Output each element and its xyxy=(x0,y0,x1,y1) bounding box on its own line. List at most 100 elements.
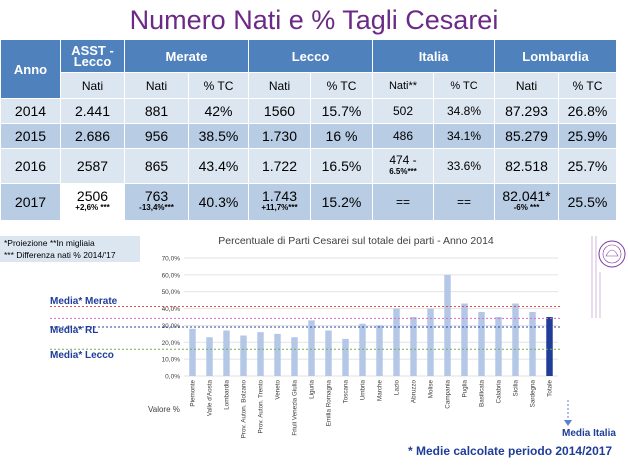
subheader: % TC xyxy=(188,72,249,99)
bar-umbria xyxy=(359,323,366,376)
subheader: Nati xyxy=(494,72,559,99)
bar-puglia xyxy=(461,303,468,376)
lecco-variation: +11,7%*** xyxy=(261,203,298,212)
cell-lomb-nati: 87.293 xyxy=(494,98,559,124)
reference-lines xyxy=(50,306,560,350)
cesarean-chart: Percentuale di Parti Cesarei sul totale … xyxy=(140,228,580,438)
bar-molise xyxy=(427,308,434,376)
cell-lomb-nati: 85.279 xyxy=(494,123,559,149)
italia-nati-variation: 6.5%*** xyxy=(389,167,417,176)
x-tick-label: Basilicata xyxy=(479,380,486,407)
bar-friuli-venezia-giulia xyxy=(291,337,298,376)
merate-variation: -13,4%*** xyxy=(139,203,174,212)
x-tick-label: Marche xyxy=(377,380,384,401)
cell-merate-nati: 865 xyxy=(124,148,189,184)
cell-lecco-tc: 15.2% xyxy=(310,183,373,221)
cell-merate-nati: 763 -13,4%*** xyxy=(124,183,189,221)
table-notes: *Proiezione **In migliaia *** Differenza… xyxy=(0,236,150,262)
cell-lecco-tc: 16.5% xyxy=(310,148,373,184)
table-row: 2017 2506 +2,6% *** 763 -13,4%*** 40.3% … xyxy=(0,183,617,221)
seal-inner-ring xyxy=(602,244,622,264)
x-tick-label: Friuli Venezia Giulia xyxy=(292,380,299,436)
bar-emilia-romagna xyxy=(325,330,332,376)
x-tick-label: Veneto xyxy=(275,380,282,400)
x-tick-label: Valle d'Aosta xyxy=(207,380,214,417)
cell-lecco-nati: 1.743 +11,7%*** xyxy=(248,183,311,221)
bar-totale xyxy=(546,317,553,376)
media-lecco-label: Media* Lecco xyxy=(50,350,114,361)
media-rl-label: Media* RL xyxy=(50,325,99,336)
bar-abruzzo xyxy=(410,317,417,376)
bar-sardegna xyxy=(529,311,536,376)
bar-lazio xyxy=(393,308,400,376)
media-merate-label: Media* Merate xyxy=(50,296,118,307)
cell-lomb-nati: 82.518 xyxy=(494,148,559,184)
chart-x-labels: Piemonte Valle d'Aosta Lombardia Prov. Auto… xyxy=(190,380,554,438)
bar-piemonte xyxy=(189,328,196,376)
note-line-1: *Proiezione **In migliaia xyxy=(4,238,95,248)
cell-anno: 2017 xyxy=(0,183,61,221)
table-subheader-row: Nati Nati % TC Nati % TC Nati** % TC Nat… xyxy=(1,72,617,99)
y-tick-label: 40,0% xyxy=(162,306,181,313)
cell-merate-tc: 42% xyxy=(188,98,249,124)
bar-marche xyxy=(376,325,383,376)
cell-lecco-tc: 15.7% xyxy=(310,98,373,124)
series-label: Valore % xyxy=(148,405,180,414)
bar-toscana xyxy=(342,338,349,376)
bar-sicilia xyxy=(512,303,519,376)
cell-lecco-nati: 1560 xyxy=(248,98,311,124)
header-lombardia: Lombardia xyxy=(494,39,617,73)
cell-asst: 2587 xyxy=(60,148,125,184)
y-tick-label: 50,0% xyxy=(162,289,181,296)
births-table: Anno ASST - Lecco Merate Lecco Italia Lo… xyxy=(0,39,617,221)
cell-italia-tc: == xyxy=(433,183,495,221)
cell-lecco-nati: 1.730 xyxy=(248,123,311,149)
italia-nati-value: 474 - xyxy=(389,153,417,167)
cell-italia-tc: 34.8% xyxy=(433,98,495,124)
x-tick-label: Liguria xyxy=(309,380,316,399)
bar-prov-auton-trento xyxy=(257,332,264,376)
asst-value: 2506 xyxy=(76,188,109,204)
x-tick-label: Emilia Romagna xyxy=(326,380,333,427)
merate-nati-value: 763 xyxy=(144,188,169,204)
subheader: Nati xyxy=(60,72,125,99)
x-tick-label: Campania xyxy=(445,380,452,409)
x-tick-label: Molise xyxy=(428,380,435,399)
chart-title: Percentuale di Parti Cesarei sul totale … xyxy=(218,235,494,247)
y-tick-label: 30,0% xyxy=(162,323,181,330)
x-tick-label: Piemonte xyxy=(190,380,197,407)
cell-lomb-nati: 82.041* -6% *** xyxy=(494,183,559,221)
y-tick-label: 60,0% xyxy=(162,272,181,279)
chart-y-ticks: 0,0% 10,0% 20,0% 30,0% 40,0% 50,0% 60,0% 70,0% xyxy=(162,256,181,381)
chart-bars xyxy=(189,274,553,376)
bar-lombardia xyxy=(223,330,230,376)
media-italia-arrow xyxy=(564,420,572,426)
bar-liguria xyxy=(308,320,315,376)
bar-campania xyxy=(444,274,451,376)
x-tick-label: Prov. Auton. Trento xyxy=(258,380,265,434)
cell-merate-tc: 40.3% xyxy=(188,183,249,221)
subheader: % TC xyxy=(433,72,495,99)
lecco-nati-value: 1.743 xyxy=(261,188,298,204)
bar-calabria xyxy=(495,317,502,376)
x-tick-label: Lazio xyxy=(394,380,401,396)
cell-lomb-tc: 25.5% xyxy=(558,183,617,221)
x-tick-label: Sardegna xyxy=(530,380,537,408)
table-header-row: Anno ASST - Lecco Merate Lecco Italia Lo… xyxy=(0,39,617,99)
x-tick-label: Puglia xyxy=(462,380,469,398)
x-tick-label: Prov. Auton. Bolzano xyxy=(241,380,248,438)
bar-prov-auton-bolzano xyxy=(240,335,247,376)
y-tick-label: 70,0% xyxy=(162,256,181,263)
subheader: Nati xyxy=(248,72,311,99)
header-lecco: Lecco xyxy=(248,39,373,73)
subheader: % TC xyxy=(310,72,373,99)
media-italia-label: Media Italia xyxy=(562,428,616,439)
official-seal xyxy=(591,236,626,318)
asst-variation: +2,6% *** xyxy=(75,203,110,212)
cell-italia-nati: 474 - 6.5%*** xyxy=(372,148,434,184)
x-tick-label: Umbria xyxy=(360,380,367,401)
x-tick-label: Sicilia xyxy=(513,380,520,397)
cell-lecco-tc: 16 % xyxy=(310,123,373,149)
y-tick-label: 0,0% xyxy=(165,374,180,381)
